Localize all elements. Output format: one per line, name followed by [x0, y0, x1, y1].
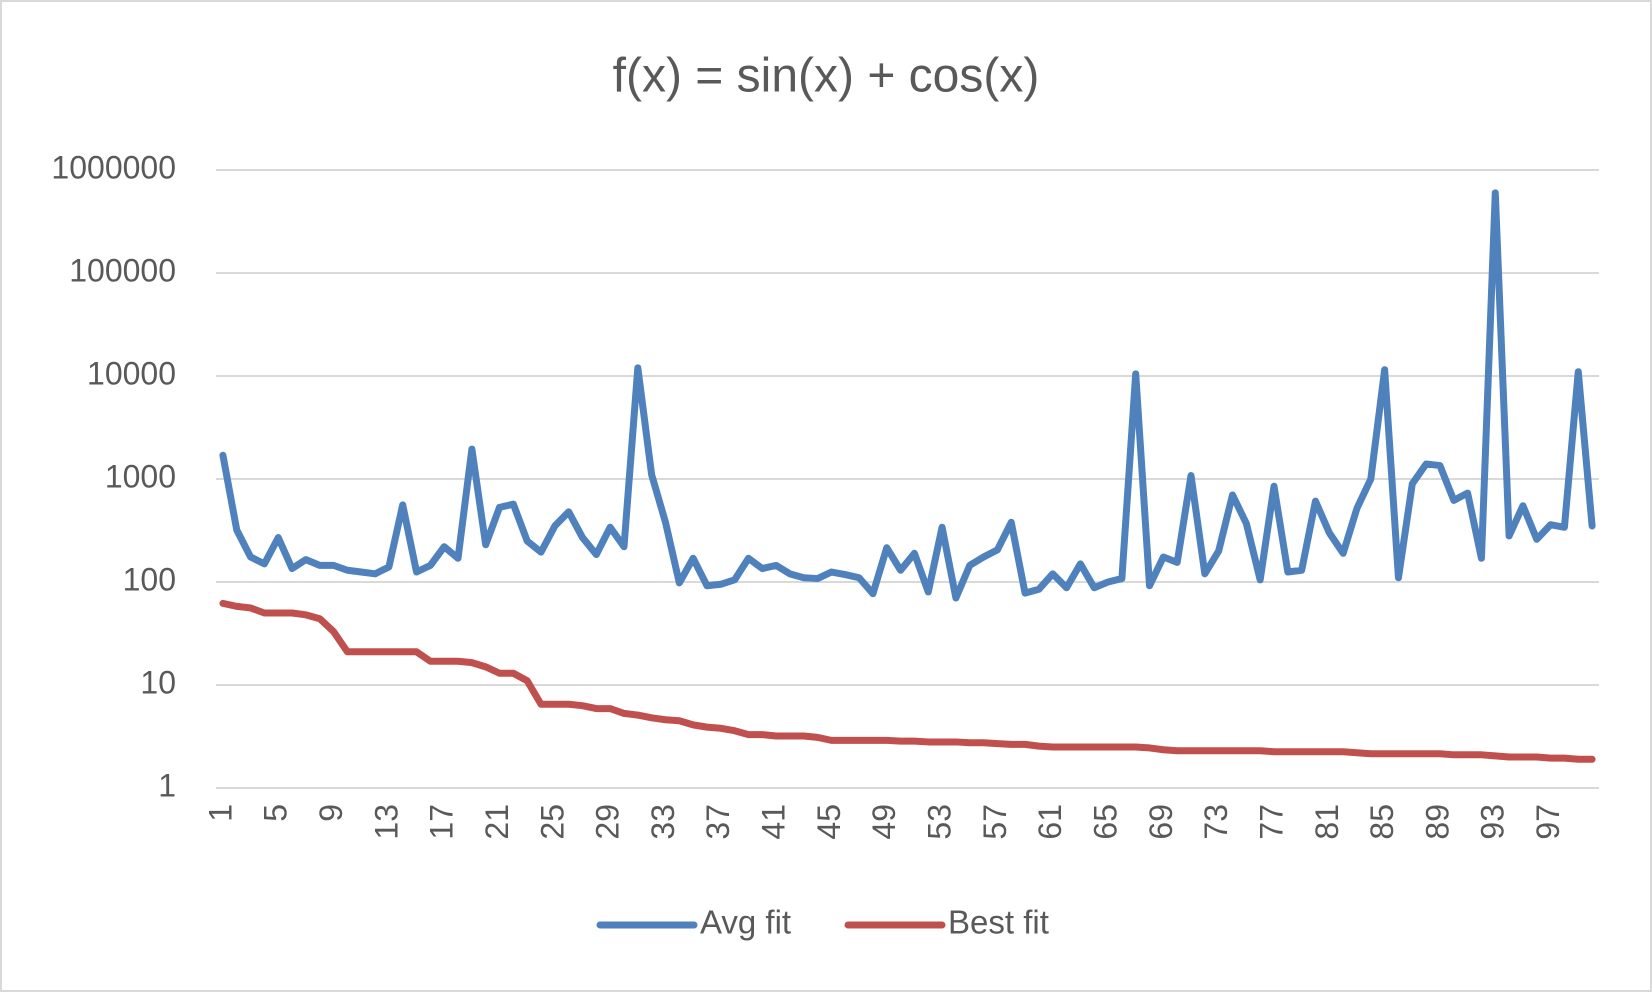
- x-tick-label: 33: [645, 804, 681, 840]
- x-tick-label: 25: [534, 804, 570, 840]
- x-tick-label: 37: [700, 804, 736, 840]
- y-tick-label: 100000: [69, 252, 176, 288]
- x-tick-label: 89: [1419, 804, 1455, 840]
- legend-label: Best fit: [948, 904, 1049, 941]
- x-tick-label: 81: [1309, 804, 1345, 840]
- x-tick-label: 65: [1087, 804, 1123, 840]
- x-tick-label: 49: [866, 804, 902, 840]
- y-tick-label: 1000: [105, 458, 176, 494]
- series-line: [219, 189, 1596, 602]
- x-tick-label: 5: [258, 804, 294, 822]
- x-tick-label: 21: [479, 804, 515, 840]
- x-tick-label: 93: [1475, 804, 1511, 840]
- x-tick-label: 17: [424, 804, 460, 840]
- x-tick-label: 9: [313, 804, 349, 822]
- y-tick-label: 1: [158, 767, 176, 803]
- x-tick-label: 69: [1143, 804, 1179, 840]
- x-tick-label: 97: [1530, 804, 1566, 840]
- x-tick-label: 73: [1198, 804, 1234, 840]
- chart-title: f(x) = sin(x) + cos(x): [613, 50, 1040, 103]
- x-tick-label: 53: [922, 804, 958, 840]
- x-tick-label: 1: [202, 804, 238, 822]
- x-tick-label: 85: [1364, 804, 1400, 840]
- y-tick-label: 100: [123, 561, 176, 597]
- legend-label: Avg fit: [700, 904, 791, 941]
- x-tick-label: 57: [977, 804, 1013, 840]
- x-tick-label: 45: [811, 804, 847, 840]
- x-tick-label: 41: [756, 804, 792, 840]
- series-line: [219, 599, 1596, 763]
- x-tick-label: 29: [590, 804, 626, 840]
- x-tick-label: 13: [368, 804, 404, 840]
- x-tick-label: 77: [1253, 804, 1289, 840]
- x-tick-label: 61: [1032, 804, 1068, 840]
- y-tick-label: 10000: [87, 355, 176, 391]
- y-tick-label: 10: [140, 664, 176, 700]
- y-tick-label: 1000000: [51, 149, 176, 185]
